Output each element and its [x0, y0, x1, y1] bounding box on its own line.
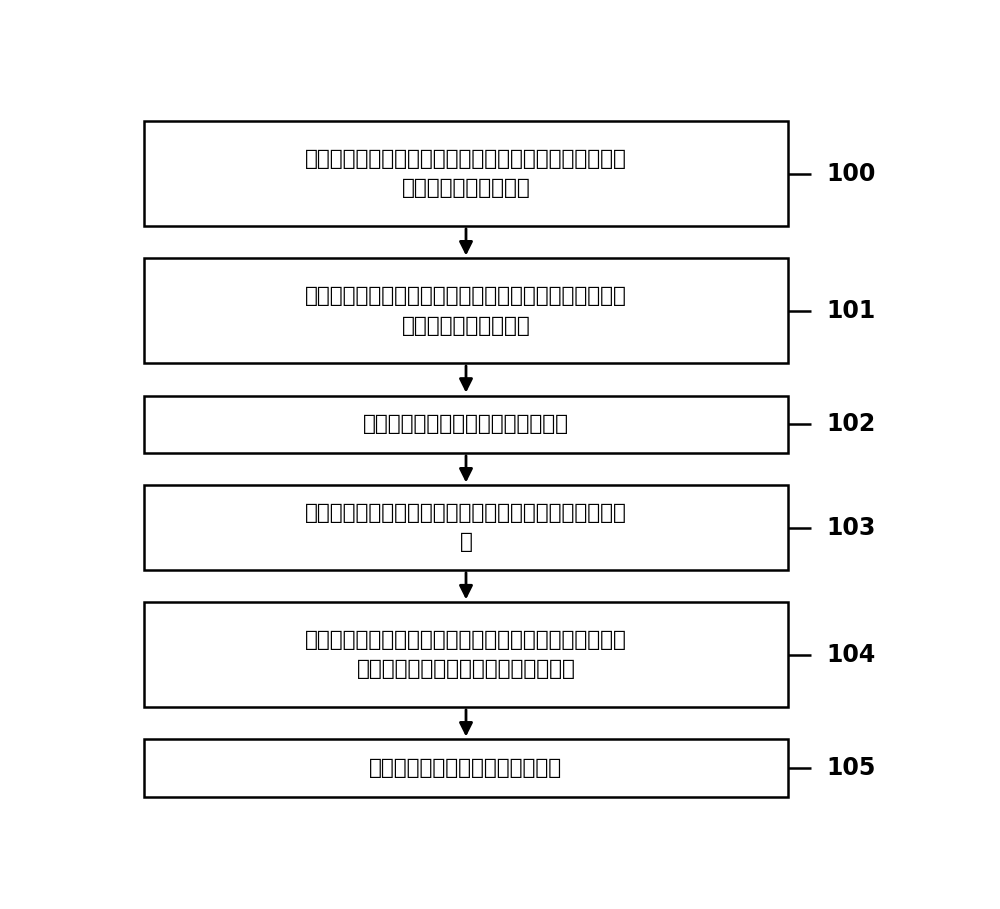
Text: 102: 102 — [826, 413, 876, 436]
Text: 104: 104 — [826, 643, 876, 666]
Text: 105: 105 — [826, 756, 876, 780]
Text: 根据所述平稳时间段构建目标函数组: 根据所述平稳时间段构建目标函数组 — [363, 415, 569, 435]
Text: 101: 101 — [826, 299, 876, 323]
Bar — [144, 395, 788, 453]
Text: 100: 100 — [826, 162, 876, 185]
Text: 103: 103 — [826, 515, 876, 540]
Text: 获取中间变量、预设迭代次数和所述目标函数组的对偶变
量: 获取中间变量、预设迭代次数和所述目标函数组的对偶变 量 — [305, 503, 627, 553]
Bar — [144, 121, 788, 226]
Bar — [144, 258, 788, 363]
Text: 采用交错乘子迭代法，根据所述中间变量、所述预设迭代
次数和所述对偶变量更新所述中间变量: 采用交错乘子迭代法，根据所述中间变量、所述预设迭代 次数和所述对偶变量更新所述中… — [305, 630, 627, 679]
Bar — [144, 739, 788, 797]
Bar — [144, 485, 788, 570]
Text: 获取电磁场的时间序列，并按设定长度对所述时间序列进
行分段得到多个时间段: 获取电磁场的时间序列，并按设定长度对所述时间序列进 行分段得到多个时间段 — [305, 149, 627, 198]
Text: 根据新的中间变量确定时间域阻抗: 根据新的中间变量确定时间域阻抗 — [369, 758, 563, 778]
Text: 采用自相关函数和偏自相关函数对所述时间段进行平稳性
校验，得到平稳时间段: 采用自相关函数和偏自相关函数对所述时间段进行平稳性 校验，得到平稳时间段 — [305, 286, 627, 335]
Bar — [144, 603, 788, 707]
